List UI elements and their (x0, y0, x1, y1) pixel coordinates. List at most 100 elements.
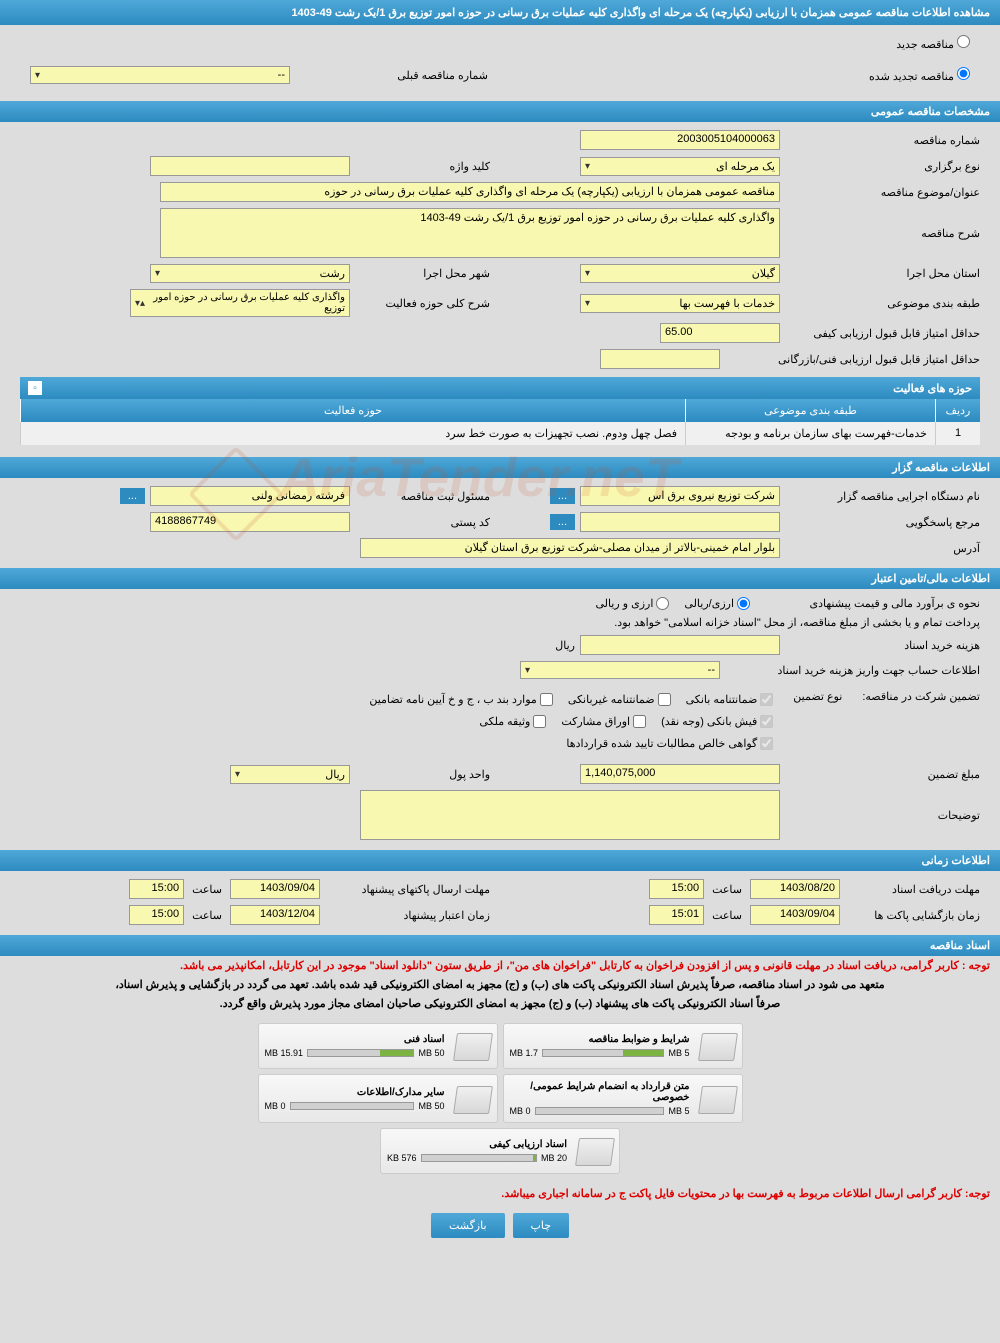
address-field[interactable]: بلوار امام خمینی-بالاتر از میدان مصلی-شر… (360, 538, 780, 558)
postal-code-field[interactable]: 4188867749 (150, 512, 350, 532)
file-total: 5 MB (668, 1106, 689, 1116)
progress-bar (535, 1107, 665, 1115)
print-button[interactable]: چاپ (513, 1213, 570, 1238)
file-box[interactable]: اسناد ارزیابی کیفی 20 MB 576 KB (380, 1128, 620, 1174)
file-title: متن قرارداد به انضمام شرایط عمومی/خصوصی (510, 1081, 690, 1103)
progress-bar (290, 1102, 415, 1110)
file-title: شرایط و ضوابط مناقصه (510, 1034, 690, 1045)
file-grid: شرایط و ضوابط مناقصه 5 MB 1.7 MB اسناد ف… (0, 1013, 1000, 1184)
submit-date[interactable]: 1403/09/04 (230, 879, 320, 899)
minimize-icon[interactable]: ▫ (28, 381, 42, 395)
file-box[interactable]: شرایط و ضوابط مناقصه 5 MB 1.7 MB (503, 1023, 743, 1069)
folder-icon (453, 1083, 491, 1115)
opening-date[interactable]: 1403/09/04 (750, 905, 840, 925)
min-quality-field[interactable]: 65.00 (660, 323, 780, 343)
notes-field[interactable] (360, 790, 780, 840)
doc-cost-label: هزینه خرید اسناد (780, 639, 980, 652)
response-ref-label: مرجع پاسخگویی (780, 516, 980, 529)
file-total: 50 MB (418, 1101, 444, 1111)
receipt-date[interactable]: 1403/08/20 (750, 879, 840, 899)
validity-time[interactable]: 15:00 (129, 905, 184, 925)
category-label: طبقه بندی موضوعی (780, 297, 980, 310)
col-category-header: طبقه بندی موضوعی (685, 399, 935, 422)
file-total: 5 MB (668, 1048, 689, 1058)
number-field: 2003005104000063 (580, 130, 780, 150)
activity-sum-label: شرح کلی حوزه فعالیت (350, 297, 490, 310)
min-quality-label: حداقل امتیاز قابل قبول ارزیابی کیفی (780, 327, 980, 340)
chk-clauses[interactable]: موارد بند ب ، ج و خ آیین نامه تضامین (369, 693, 552, 706)
account-dropdown[interactable]: --▾ (520, 661, 720, 679)
file-box[interactable]: اسناد فنی 50 MB 15.91 MB (258, 1023, 498, 1069)
subject-field[interactable]: مناقصه عمومی همزمان با ارزیابی (یکپارچه)… (160, 182, 780, 202)
prev-number-dropdown[interactable]: --▾ (30, 66, 290, 84)
chk-property[interactable]: وثیقه ملکی (479, 715, 546, 728)
category-dropdown[interactable]: خدمات با فهرست بها▾ (580, 294, 780, 313)
guarantee-amount-field[interactable]: 1,140,075,000 (580, 764, 780, 784)
reg-officer-field: فرشته رمضانی ولنی (150, 486, 350, 506)
time-label-2: ساعت (192, 883, 222, 896)
section-time-info: اطلاعات زمانی (0, 850, 1000, 871)
file-box[interactable]: سایر مدارک/اطلاعات 50 MB 0 MB (258, 1074, 498, 1123)
file-title: سایر مدارک/اطلاعات (265, 1087, 445, 1098)
radio-foreign[interactable]: ارزی و ریالی (595, 597, 669, 610)
section-financial-info: اطلاعات مالی/تامین اعتبار (0, 568, 1000, 589)
file-title: اسناد ارزیابی کیفی (387, 1139, 567, 1150)
address-label: آدرس (780, 542, 980, 555)
currency-unit-dropdown[interactable]: ریال▾ (230, 765, 350, 784)
currency-unit-label: واحد پول (350, 768, 490, 781)
exec-name-btn[interactable]: ... (550, 488, 575, 504)
validity-label: زمان اعتبار پیشنهاد (320, 909, 490, 922)
guarantee-label: تضمین شرکت در مناقصه: (862, 690, 980, 753)
payment-note: پرداخت تمام و یا بخشی از مبلغ مناقصه، از… (10, 613, 990, 632)
city-dropdown[interactable]: رشت▾ (150, 264, 350, 283)
keyword-field[interactable] (150, 156, 350, 176)
folder-icon (575, 1135, 613, 1167)
notes-label: توضیحات (780, 809, 980, 822)
min-tech-field[interactable] (600, 349, 720, 369)
radio-rial[interactable]: ارزی/ریالی (684, 597, 750, 610)
subject-label: عنوان/موضوع مناقصه (780, 186, 980, 199)
bottom-notice: توجه: کاربر گرامی ارسال اطلاعات مربوط به… (0, 1184, 1000, 1203)
page-title: مشاهده اطلاعات مناقصه عمومی همزمان با ار… (0, 0, 1000, 25)
col-num-header: ردیف (935, 399, 980, 422)
reg-officer-btn[interactable]: ... (120, 488, 145, 504)
file-used: 0 MB (510, 1106, 531, 1116)
back-button[interactable]: بازگشت (431, 1213, 505, 1238)
response-ref-btn[interactable]: ... (550, 514, 575, 530)
chk-nonbank-guarantee[interactable]: ضمانتنامه غیربانکی (568, 693, 671, 706)
province-label: استان محل اجرا (780, 267, 980, 280)
section-general-spec: مشخصات مناقصه عمومی (0, 101, 1000, 122)
keyword-label: کلید واژه (350, 160, 490, 173)
chk-bank-receipt[interactable]: فیش بانکی (وجه نقد) (661, 715, 773, 728)
time-label-1: ساعت (712, 883, 742, 896)
opening-time[interactable]: 15:01 (649, 905, 704, 925)
radio-new-tender[interactable]: مناقصه جدید (896, 39, 970, 51)
doc-cost-field[interactable] (580, 635, 780, 655)
response-ref-field[interactable] (580, 512, 780, 532)
chk-shares[interactable]: اوراق مشارکت (561, 715, 646, 728)
validity-date[interactable]: 1403/12/04 (230, 905, 320, 925)
notice-black-2a: متعهد می شود در اسناد مناقصه، صرفاً پذیر… (0, 975, 1000, 994)
guarantee-amount-label: مبلغ تضمین (780, 768, 980, 781)
number-label: شماره مناقصه (780, 134, 980, 147)
file-box[interactable]: متن قرارداد به انضمام شرایط عمومی/خصوصی … (503, 1074, 743, 1123)
province-dropdown[interactable]: گیلان▾ (580, 264, 780, 283)
activity-sum-dropdown[interactable]: واگذاری کلیه عملیات برق رسانی در حوزه ام… (130, 289, 350, 317)
min-tech-label: حداقل امتیاز قابل قبول ارزیابی فنی/بازرگ… (720, 353, 980, 366)
folder-icon (698, 1030, 736, 1062)
section-tender-docs: اسناد مناقصه (0, 935, 1000, 956)
postal-code-label: کد پستی (350, 516, 490, 529)
prev-number-label: شماره مناقصه قبلی (348, 69, 488, 82)
exec-name-field: شرکت توزیع نیروی برق اس (580, 486, 780, 506)
guarantee-type-label: نوع تضمین (793, 690, 842, 753)
receipt-time[interactable]: 15:00 (649, 879, 704, 899)
chk-bank-guarantee[interactable]: ضمانتنامه بانکی (686, 693, 774, 706)
radio-renewed-tender[interactable]: مناقصه تجدید شده (869, 67, 970, 83)
chk-verified-claims[interactable]: گواهی خالص مطالبات تایید شده قراردادها (566, 737, 773, 750)
activity-table-header: حوزه های فعالیت ▫ (20, 377, 980, 399)
submit-time[interactable]: 15:00 (129, 879, 184, 899)
holding-type-dropdown[interactable]: یک مرحله ای▾ (580, 157, 780, 176)
table-row: 1 خدمات-فهرست بهای سازمان برنامه و بودجه… (20, 422, 980, 445)
notice-black-2b: صرفاً اسناد الکترونیکی پاکت های پیشنهاد … (0, 994, 1000, 1013)
description-field[interactable]: واگذاری کلیه عملیات برق رسانی در حوزه ام… (160, 208, 780, 258)
